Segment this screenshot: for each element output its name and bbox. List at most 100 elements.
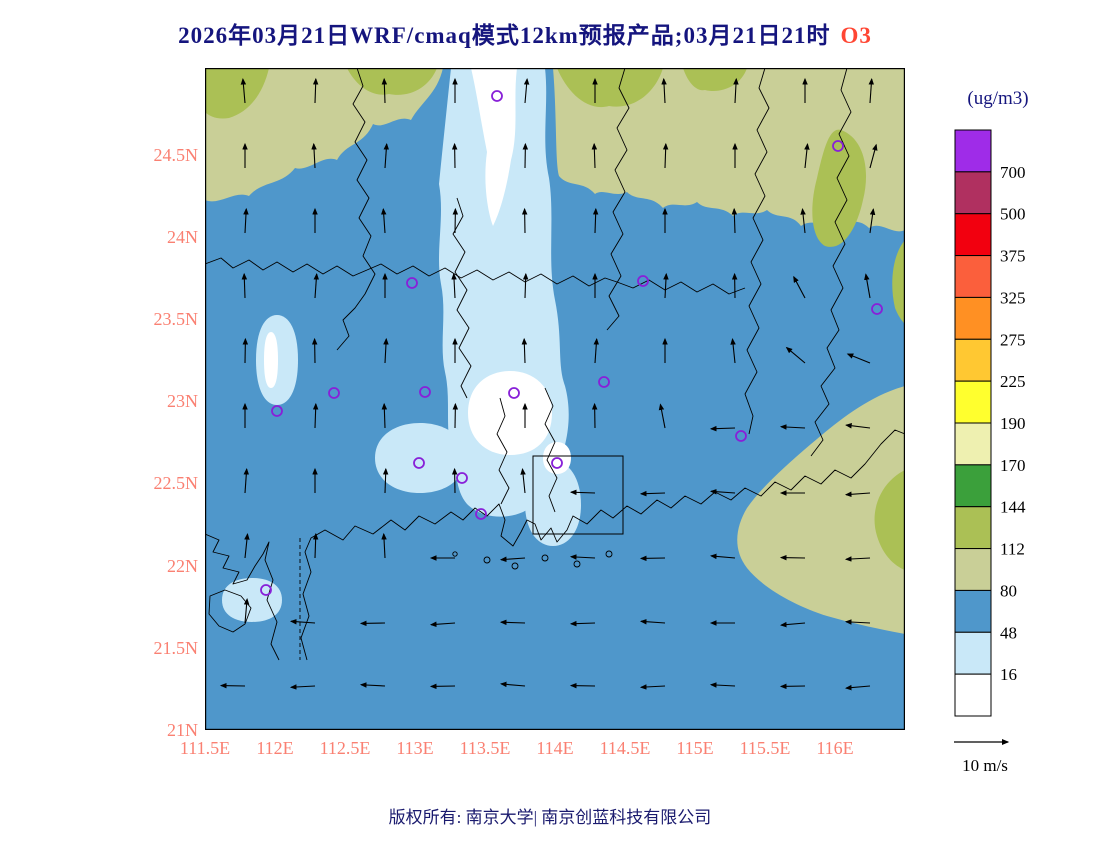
wind-vector [381,77,388,104]
wind-vector [499,556,526,563]
lon-label: 115.5E [739,738,791,758]
colorbar-label: 325 [1000,288,1026,307]
island-dot [452,551,458,557]
wind-vector [733,77,739,104]
wind-vector [800,208,806,234]
wind-vector [312,402,319,429]
wind-vector [846,353,871,364]
contour-region-<16 [471,68,517,226]
island-dot [483,556,491,564]
wind-vector [709,682,736,688]
island-dot [511,562,519,570]
wind-vector [569,554,596,560]
colorbar-unit-label: (ug/m3) [967,88,1029,109]
wind-vector [289,618,316,625]
lat-label: 21N [167,720,198,740]
lon-label: 114E [536,738,574,758]
wind-vector [844,619,871,625]
lat-label: 24N [167,227,198,247]
colorbar-label: 16 [1000,665,1017,684]
wind-vector [569,620,596,627]
wind-vector [785,346,806,364]
contour-region-16-48 [525,461,581,546]
station-marker [491,90,503,102]
station-marker [413,457,425,469]
station-marker [735,430,747,442]
wind-vector [804,143,810,169]
wind-vector [844,684,871,691]
wind-vector [639,618,666,625]
lon-label: 112.5E [319,738,371,758]
colorbar-segment [954,171,992,215]
lat-label: 23N [167,391,198,411]
province-boundary [616,279,746,295]
colorbar-label: 112 [1000,540,1025,559]
wind-vector [382,467,389,494]
wind-vector [312,532,319,559]
colorbar-label: 144 [1000,498,1026,517]
station-marker [637,275,649,287]
wind-vector [869,143,878,169]
colorbar-label: 80 [1000,581,1017,600]
station-marker [551,457,563,469]
province-boundary [205,257,368,277]
wind-vector [383,142,390,169]
lat-label: 21.5N [153,638,199,658]
colorbar-segment [954,422,992,466]
station-marker [598,376,610,388]
colorbar-segment [954,548,992,591]
wind-vector [313,272,320,299]
colorbar-label: 275 [1000,330,1026,349]
station-marker [832,140,844,152]
colorbar-segment [954,296,992,340]
colorbar-label: 500 [1000,205,1026,224]
lat-label: 22N [167,556,198,576]
contour-region-112-144 [347,68,437,95]
wind-scale-legend: 10 m/s [945,733,1025,776]
colorbar-label: 190 [1000,414,1026,433]
wind-vector [381,532,387,559]
wind-vector [658,403,666,429]
island-dot [605,550,613,558]
wind-vector [793,275,806,299]
wind-vector [523,77,530,104]
station-marker [419,386,431,398]
station-marker [328,387,340,399]
contour-region-112-144 [205,68,269,119]
lon-label: 115E [676,738,714,758]
contour-region-80-112 [205,68,443,202]
wind-vector [639,490,666,497]
wind-vector [359,682,386,688]
contour-region-112-144 [557,68,663,108]
wind-vector [730,338,736,364]
wind-vector [593,337,600,364]
station-marker [260,584,272,596]
colorbar-segment [954,631,992,675]
wind-vector [521,337,528,364]
station-marker-layer [260,90,883,596]
wind-vector [289,684,316,690]
wind-vector [844,491,871,498]
lon-label: 112E [256,738,294,758]
wind-vector [429,621,456,628]
wind-vector [311,142,317,169]
island-outline [208,589,252,633]
contour-region-112-144 [874,470,905,570]
wind-vector [520,468,526,494]
wind-vector [731,207,738,234]
wind-vector [244,533,250,559]
lon-label: 113.5E [459,738,511,758]
wind-vector [639,684,666,690]
station-marker [271,405,283,417]
wind-vector [662,142,669,169]
colorbar: 700 500 375 325 275 225 190 170 144 112 80 48 16 [954,129,1026,717]
colorbar-label: 375 [1000,247,1026,266]
wind-vector [844,556,871,562]
contour-region-<16 [264,332,278,388]
lat-label: 24.5N [153,145,199,165]
contour-region-112-144 [812,129,867,247]
wind-vector [240,77,247,104]
station-marker [508,387,520,399]
station-marker [406,277,418,289]
